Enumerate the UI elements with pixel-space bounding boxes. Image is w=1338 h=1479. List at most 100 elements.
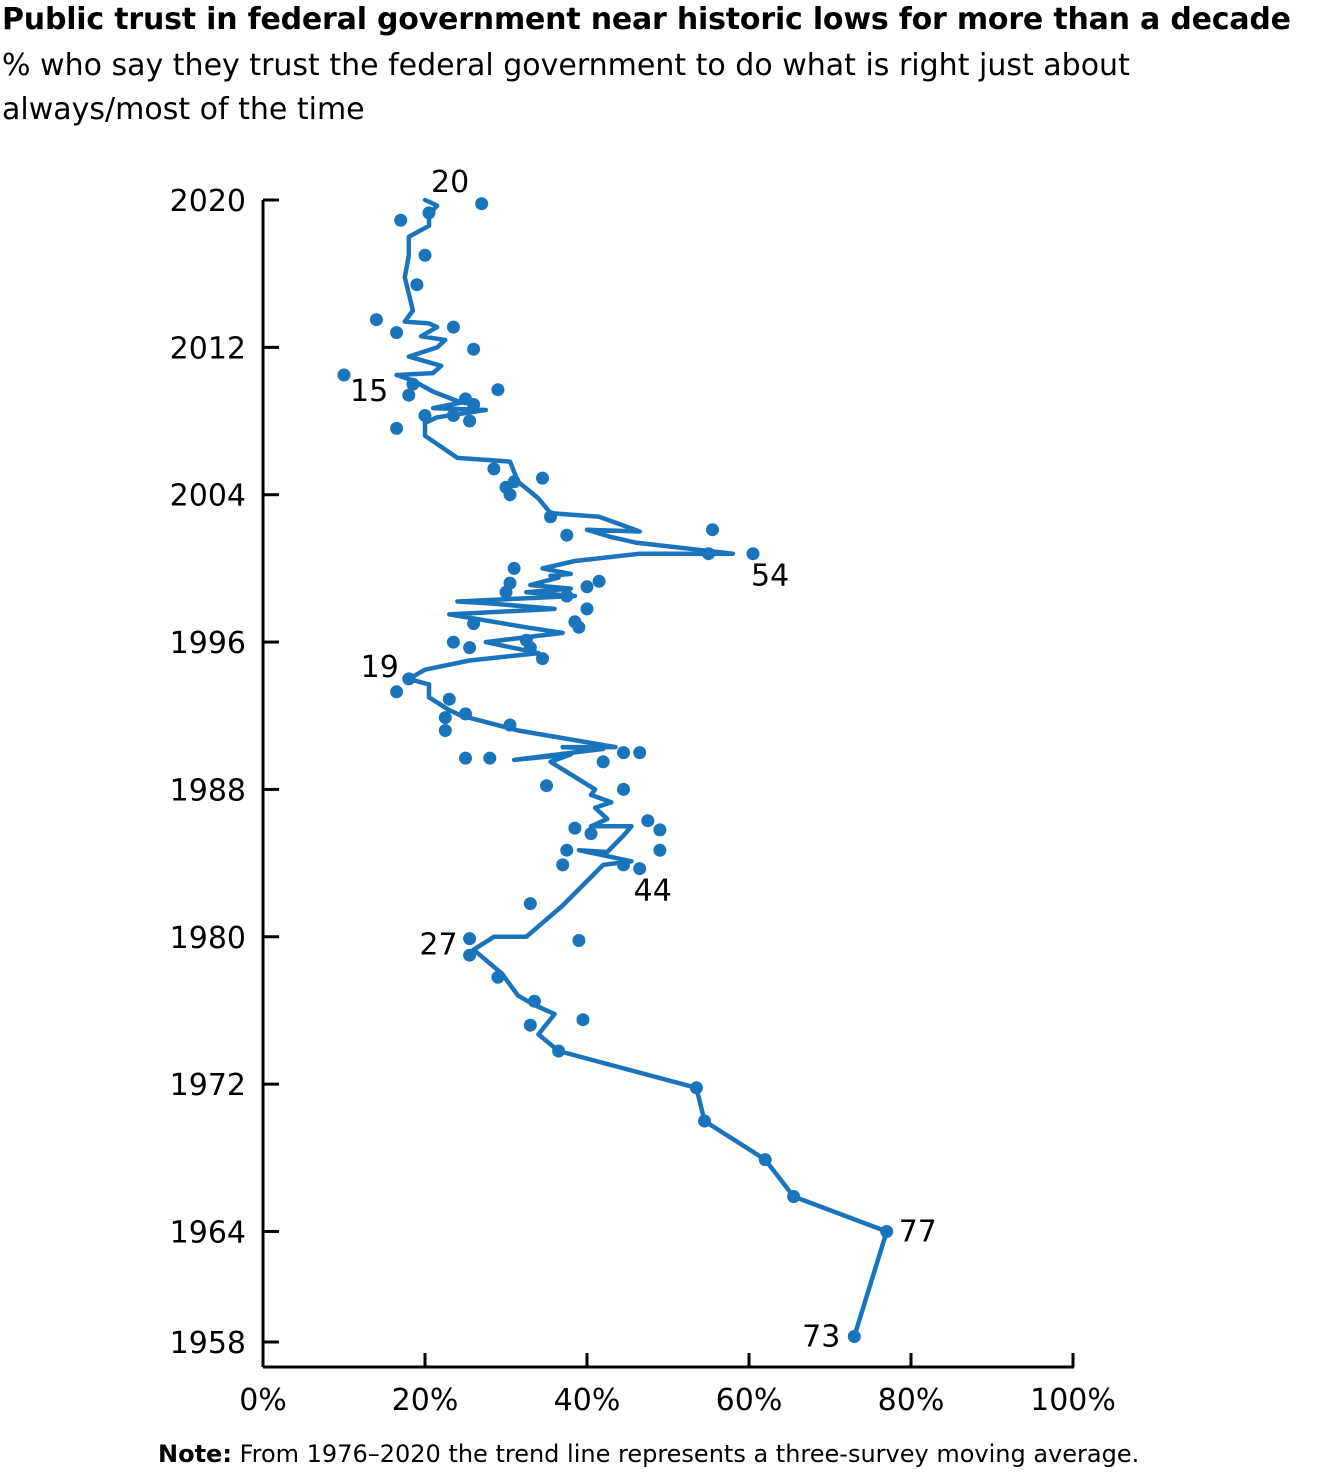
- data-point: [746, 547, 760, 561]
- data-point: [584, 827, 598, 841]
- data-points-group: [337, 197, 894, 1343]
- data-point: [418, 248, 432, 262]
- data-point: [446, 320, 460, 334]
- trend-line: [394, 197, 889, 1339]
- data-point: [394, 213, 408, 227]
- data-point: [390, 685, 404, 699]
- data-point: [540, 779, 553, 793]
- data-point: [463, 932, 477, 946]
- data-point: [442, 692, 456, 706]
- data-point: [689, 1081, 703, 1095]
- data-point: [552, 1044, 566, 1058]
- data-point: [467, 342, 481, 356]
- data-point: [406, 377, 420, 391]
- data-point: [592, 574, 606, 588]
- data-point: [556, 858, 570, 872]
- y-tick-label: 1964: [170, 1215, 246, 1250]
- data-point: [568, 615, 582, 629]
- data-point: [418, 409, 432, 422]
- note-label: Note:: [158, 1440, 232, 1468]
- annotation-label: 27: [419, 928, 457, 963]
- data-point: [422, 206, 436, 220]
- data-point: [390, 326, 404, 340]
- data-point: [463, 641, 477, 655]
- y-tick-label: 1996: [170, 626, 246, 661]
- data-point: [880, 1225, 894, 1238]
- data-point: [536, 471, 549, 485]
- data-point: [617, 858, 630, 872]
- chart-title: Public trust in federal government near …: [2, 2, 1291, 37]
- data-point: [475, 197, 489, 211]
- data-point: [568, 821, 582, 835]
- data-point: [698, 1114, 711, 1128]
- data-point: [446, 409, 460, 422]
- annotation-label: 54: [751, 559, 789, 594]
- x-tick-label: 40%: [554, 1383, 621, 1418]
- x-tick-label: 60%: [716, 1383, 783, 1418]
- y-tick-label: 2012: [170, 331, 246, 366]
- data-point: [702, 547, 715, 561]
- annotation-label: 20: [431, 165, 469, 200]
- x-tick-label: 80%: [878, 1383, 945, 1418]
- data-point: [560, 528, 574, 542]
- data-point: [758, 1153, 772, 1167]
- data-point: [847, 1330, 861, 1343]
- y-tick-label: 2004: [170, 479, 246, 514]
- data-point: [503, 718, 517, 732]
- data-point: [369, 313, 383, 327]
- data-point: [491, 383, 505, 397]
- data-point: [491, 970, 505, 984]
- chart-note: Note: From 1976–2020 the trend line repr…: [158, 1440, 1139, 1468]
- annotation-label: 19: [361, 650, 399, 685]
- data-point: [544, 510, 557, 524]
- data-point: [463, 948, 477, 962]
- annotation-label: 73: [802, 1319, 840, 1354]
- data-point: [519, 633, 533, 647]
- data-point: [523, 897, 537, 911]
- data-point: [653, 823, 667, 837]
- data-point: [446, 635, 460, 649]
- data-point: [560, 589, 574, 603]
- x-tick-label: 100%: [1030, 1383, 1116, 1418]
- data-point: [576, 1013, 590, 1027]
- data-point: [706, 523, 719, 537]
- annotation-label: 44: [634, 874, 672, 909]
- data-point: [617, 746, 630, 760]
- x-tick-label: 0%: [239, 1383, 287, 1418]
- y-tick-label: 1972: [170, 1068, 246, 1103]
- data-point: [507, 561, 521, 575]
- annotation-label: 77: [899, 1214, 937, 1249]
- data-point: [580, 580, 594, 594]
- data-point: [787, 1190, 801, 1203]
- data-point: [459, 392, 472, 406]
- data-point: [337, 368, 351, 382]
- data-point: [467, 617, 481, 631]
- y-tick-label: 1980: [170, 921, 246, 956]
- chart-subtitle: % who say they trust the federal governm…: [2, 48, 1130, 127]
- x-tick-label: 20%: [392, 1383, 459, 1418]
- data-point: [483, 751, 497, 765]
- note-text: From 1976–2020 the trend line represents…: [239, 1440, 1140, 1468]
- data-point: [617, 782, 630, 796]
- data-point: [402, 672, 416, 686]
- y-tick-label: 1988: [170, 773, 246, 808]
- data-point: [390, 421, 404, 435]
- data-point: [536, 652, 549, 666]
- data-point: [402, 388, 416, 402]
- data-point: [653, 843, 667, 857]
- data-point: [503, 576, 517, 590]
- data-point: [641, 814, 655, 828]
- data-point: [507, 475, 521, 489]
- data-point: [596, 755, 610, 769]
- y-tick-label: 2020: [170, 184, 246, 219]
- annotation-labels-group: 20 15 54 19 44 27 77 73: [350, 165, 937, 1354]
- data-point: [438, 724, 452, 737]
- data-point: [580, 602, 594, 616]
- data-point: [560, 843, 574, 857]
- data-point: [527, 994, 541, 1008]
- y-tick-label: 1958: [170, 1326, 246, 1361]
- data-point: [487, 462, 501, 476]
- data-point: [523, 1018, 537, 1032]
- data-point: [572, 934, 586, 947]
